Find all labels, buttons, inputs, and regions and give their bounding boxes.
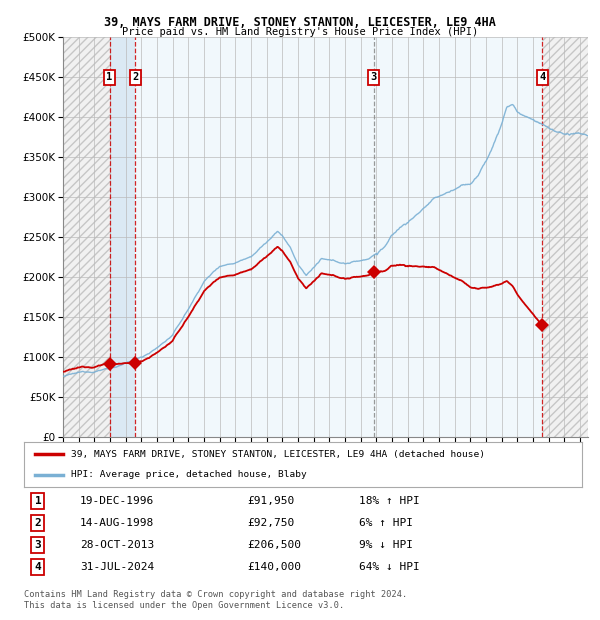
Text: 2: 2 xyxy=(35,518,41,528)
Text: 2: 2 xyxy=(132,72,139,82)
Text: 28-OCT-2013: 28-OCT-2013 xyxy=(80,540,154,551)
Text: £206,500: £206,500 xyxy=(247,540,301,551)
Text: 4: 4 xyxy=(35,562,41,572)
Text: 19-DEC-1996: 19-DEC-1996 xyxy=(80,497,154,507)
Text: £92,750: £92,750 xyxy=(247,518,295,528)
Text: 39, MAYS FARM DRIVE, STONEY STANTON, LEICESTER, LE9 4HA (detached house): 39, MAYS FARM DRIVE, STONEY STANTON, LEI… xyxy=(71,450,485,459)
Text: 1: 1 xyxy=(106,72,113,82)
Text: 1: 1 xyxy=(35,497,41,507)
Text: 14-AUG-1998: 14-AUG-1998 xyxy=(80,518,154,528)
Text: £91,950: £91,950 xyxy=(247,497,295,507)
Text: Contains HM Land Registry data © Crown copyright and database right 2024.
This d: Contains HM Land Registry data © Crown c… xyxy=(24,590,407,609)
Bar xyxy=(136,37,542,437)
Text: Price paid vs. HM Land Registry's House Price Index (HPI): Price paid vs. HM Land Registry's House … xyxy=(122,27,478,37)
Text: £140,000: £140,000 xyxy=(247,562,301,572)
Text: 64% ↓ HPI: 64% ↓ HPI xyxy=(359,562,419,572)
Text: 18% ↑ HPI: 18% ↑ HPI xyxy=(359,497,419,507)
Bar xyxy=(110,37,136,437)
Text: 3: 3 xyxy=(371,72,377,82)
Text: 31-JUL-2024: 31-JUL-2024 xyxy=(80,562,154,572)
Text: HPI: Average price, detached house, Blaby: HPI: Average price, detached house, Blab… xyxy=(71,470,307,479)
Text: 6% ↑ HPI: 6% ↑ HPI xyxy=(359,518,413,528)
Bar xyxy=(542,37,588,437)
Text: 4: 4 xyxy=(539,72,545,82)
Bar xyxy=(63,37,110,437)
Text: 9% ↓ HPI: 9% ↓ HPI xyxy=(359,540,413,551)
Text: 39, MAYS FARM DRIVE, STONEY STANTON, LEICESTER, LE9 4HA: 39, MAYS FARM DRIVE, STONEY STANTON, LEI… xyxy=(104,16,496,29)
Text: 3: 3 xyxy=(35,540,41,551)
